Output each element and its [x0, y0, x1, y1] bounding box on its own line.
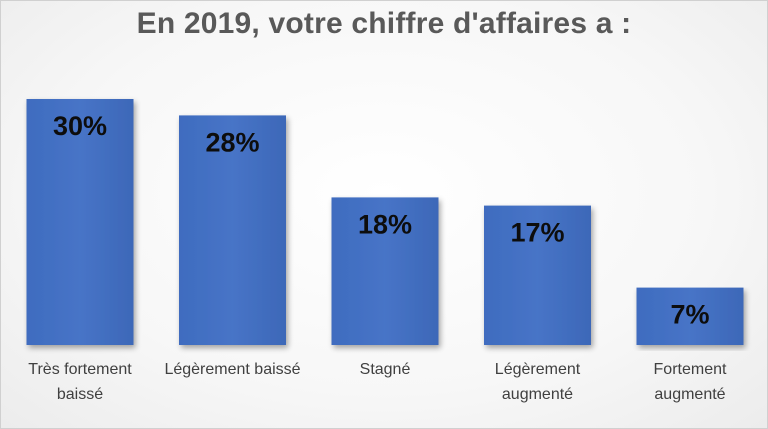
category-label-1: Très fortement baissé [28, 361, 132, 403]
bar-1 [26, 99, 134, 345]
bar-4 [484, 205, 591, 345]
category-label-5: Fortement augmenté [654, 361, 727, 403]
value-label-3: 18% [358, 209, 412, 239]
category-label-2: Légèrement baissé [164, 361, 300, 378]
value-label-5: 7% [670, 300, 709, 330]
chart-title: En 2019, votre chiffre d'affaires a : [136, 7, 632, 40]
value-label-2: 28% [205, 127, 259, 157]
category-label-4: Légèrement augmenté [495, 361, 581, 403]
category-label-3: Stagné [360, 361, 411, 378]
value-label-1: 30% [53, 111, 107, 141]
bar-5 [636, 287, 744, 345]
value-label-4: 17% [510, 218, 564, 248]
bar-2 [179, 115, 286, 346]
bar-3 [331, 197, 439, 345]
